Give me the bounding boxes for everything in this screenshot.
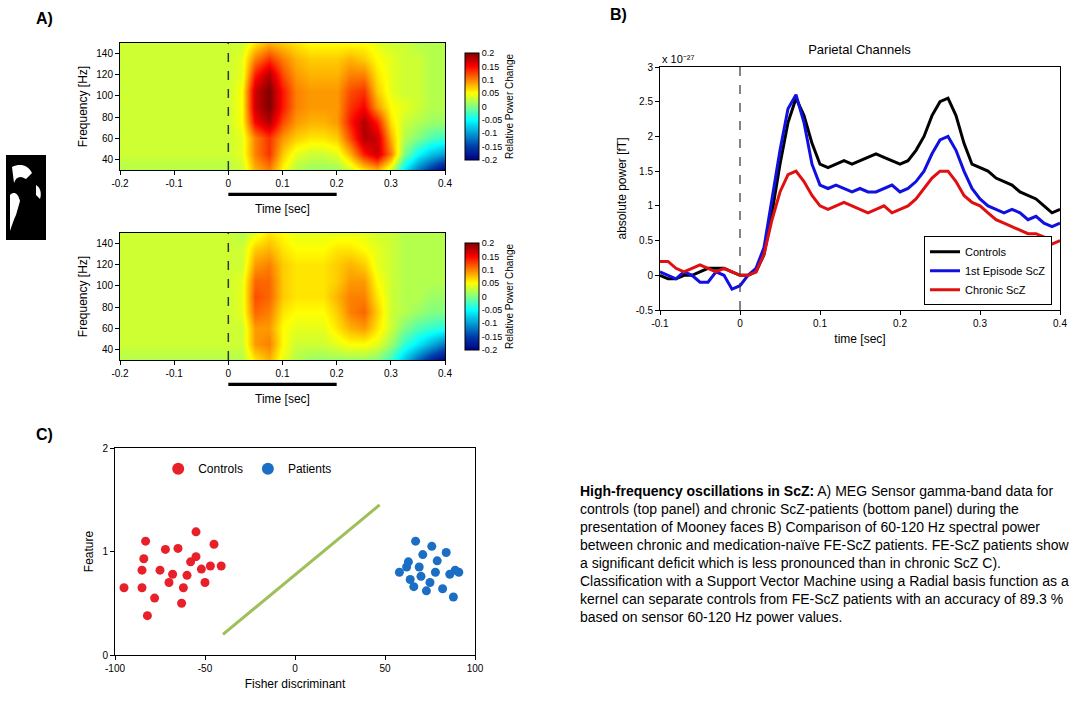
svg-text:0: 0: [292, 663, 298, 674]
svg-text:Fisher discriminant: Fisher discriminant: [245, 677, 346, 691]
svg-text:80: 80: [102, 302, 114, 313]
svg-text:0.1: 0.1: [813, 318, 827, 329]
svg-text:40: 40: [102, 344, 114, 355]
svg-text:60: 60: [102, 323, 114, 334]
svg-text:0.2: 0.2: [482, 48, 495, 58]
svg-text:0: 0: [226, 178, 232, 189]
svg-text:-0.2: -0.2: [111, 368, 129, 379]
svg-text:Frequency [Hz]: Frequency [Hz]: [76, 256, 90, 337]
svg-text:0.1: 0.1: [482, 265, 495, 275]
svg-text:Feature: Feature: [82, 530, 96, 572]
svg-text:0.2: 0.2: [330, 178, 344, 189]
svg-text:120: 120: [96, 259, 113, 270]
svg-text:Controls: Controls: [198, 462, 243, 476]
svg-text:2.5: 2.5: [639, 96, 653, 107]
svg-text:Time [sec]: Time [sec]: [255, 392, 310, 406]
svg-text:1: 1: [102, 546, 108, 557]
svg-text:0: 0: [482, 102, 487, 112]
svg-text:-0.15: -0.15: [482, 332, 503, 342]
svg-text:0: 0: [647, 270, 653, 281]
svg-text:-0.1: -0.1: [482, 128, 498, 138]
svg-text:Parietal Channels: Parietal Channels: [808, 42, 911, 57]
svg-text:Time [sec]: Time [sec]: [255, 202, 310, 216]
svg-text:-0.1: -0.1: [166, 178, 184, 189]
svg-text:0.5: 0.5: [639, 235, 653, 246]
svg-text:-50: -50: [198, 663, 213, 674]
svg-text:time [sec]: time [sec]: [834, 332, 885, 346]
svg-text:-0.05: -0.05: [482, 305, 503, 315]
html-text:B): B): [610, 6, 627, 23]
svg-text:60: 60: [102, 133, 114, 144]
svg-text:140: 140: [96, 48, 113, 59]
svg-text:0: 0: [737, 318, 743, 329]
svg-text:-0.2: -0.2: [111, 178, 129, 189]
svg-text:0: 0: [482, 292, 487, 302]
svg-text:1: 1: [647, 200, 653, 211]
svg-text:0.1: 0.1: [276, 368, 290, 379]
svg-text:0.05: 0.05: [482, 88, 500, 98]
svg-text:-0.2: -0.2: [482, 155, 498, 165]
svg-text:0.3: 0.3: [973, 318, 987, 329]
svg-text:0.4: 0.4: [438, 178, 452, 189]
svg-text:-0.05: -0.05: [482, 115, 503, 125]
svg-text:0.1: 0.1: [276, 178, 290, 189]
svg-text:0.15: 0.15: [482, 252, 500, 262]
svg-text:100: 100: [96, 280, 113, 291]
html-text:High-frequency oscillations in: High-frequency oscillations in ScZ: A) M…: [580, 483, 1069, 625]
svg-text:140: 140: [96, 238, 113, 249]
svg-text:120: 120: [96, 69, 113, 80]
svg-text:Relative Power Change: Relative Power Change: [504, 54, 515, 159]
html-text:A): A): [36, 10, 53, 27]
svg-text:Patients: Patients: [288, 462, 331, 476]
svg-text:-100: -100: [105, 663, 125, 674]
svg-text:1st Episode ScZ: 1st Episode ScZ: [965, 265, 1045, 277]
svg-text:0.1: 0.1: [482, 75, 495, 85]
svg-text:Controls: Controls: [965, 246, 1006, 258]
svg-text:Relative Power Change: Relative Power Change: [504, 244, 515, 349]
svg-text:100: 100: [96, 90, 113, 101]
svg-text:-0.2: -0.2: [482, 345, 498, 355]
svg-text:0.2: 0.2: [482, 238, 495, 248]
svg-text:0.15: 0.15: [482, 62, 500, 72]
svg-text:x 10⁻²⁷: x 10⁻²⁷: [662, 53, 694, 65]
svg-text:80: 80: [102, 112, 114, 123]
svg-text:2: 2: [647, 131, 653, 142]
svg-text:Frequency [Hz]: Frequency [Hz]: [76, 66, 90, 147]
svg-text:absolute power [fT]: absolute power [fT]: [615, 137, 629, 239]
svg-text:0.05: 0.05: [482, 278, 500, 288]
svg-text:0.3: 0.3: [384, 368, 398, 379]
svg-text:0: 0: [102, 650, 108, 661]
svg-text:1.5: 1.5: [639, 166, 653, 177]
svg-text:0.2: 0.2: [330, 368, 344, 379]
svg-text:3: 3: [647, 62, 653, 73]
html-text:C): C): [36, 426, 53, 443]
svg-text:0: 0: [226, 368, 232, 379]
svg-text:50: 50: [379, 663, 391, 674]
svg-text:-0.15: -0.15: [482, 142, 503, 152]
svg-text:-0.1: -0.1: [482, 318, 498, 328]
svg-text:0.3: 0.3: [384, 178, 398, 189]
svg-text:0.2: 0.2: [893, 318, 907, 329]
svg-text:-0.1: -0.1: [651, 318, 669, 329]
svg-text:40: 40: [102, 154, 114, 165]
svg-text:-0.1: -0.1: [166, 368, 184, 379]
svg-text:100: 100: [467, 663, 484, 674]
svg-text:0.4: 0.4: [438, 368, 452, 379]
svg-text:Chronic ScZ: Chronic ScZ: [965, 284, 1026, 296]
svg-text:-0.5: -0.5: [636, 305, 654, 316]
svg-text:0.4: 0.4: [1053, 318, 1067, 329]
svg-text:2: 2: [102, 443, 108, 454]
